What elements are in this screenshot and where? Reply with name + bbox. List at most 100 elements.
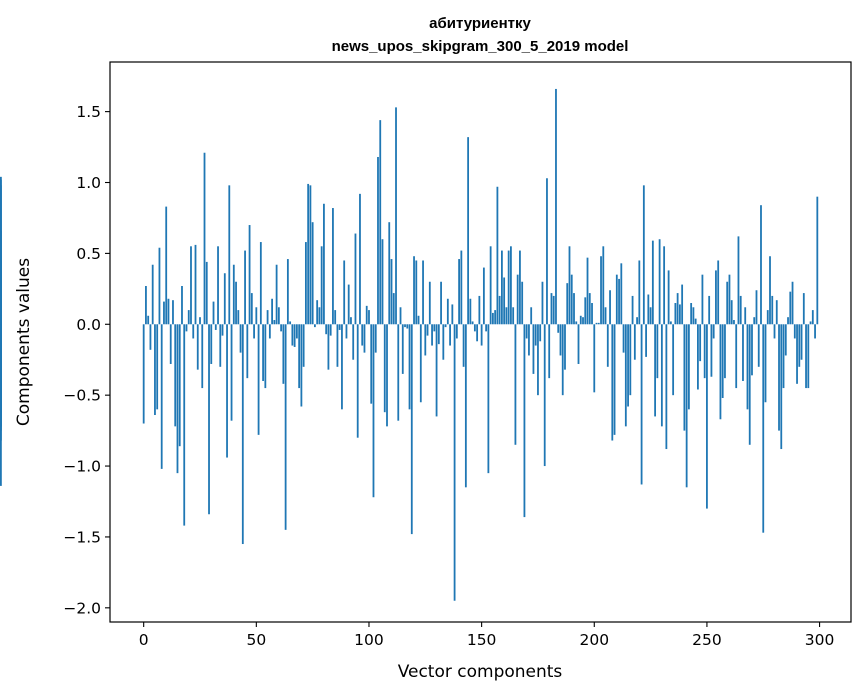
bar-285 — [784, 324, 787, 356]
bar-90 — [345, 324, 348, 339]
y-tick-label: −2.0 — [63, 599, 101, 617]
x-axis-ticks: 0 50 100 150 200 250 300 — [139, 622, 834, 649]
bar-62 — [282, 324, 285, 384]
bar-294 — [805, 324, 807, 389]
bar-258 — [724, 324, 726, 379]
bar-54 — [264, 324, 267, 389]
bar-206 — [606, 324, 609, 367]
bar-280 — [773, 324, 776, 339]
y-tick-label: 0.0 — [76, 316, 101, 334]
bar-81 — [325, 324, 328, 335]
bar-180 — [548, 324, 551, 379]
bar-283 — [780, 324, 783, 450]
bar-188 — [566, 283, 569, 325]
bar-91 — [347, 284, 350, 325]
bar-207 — [609, 290, 611, 325]
bar-205 — [604, 307, 607, 325]
bar-25 — [199, 317, 201, 325]
bar-12 — [169, 324, 172, 364]
bar-53 — [262, 324, 264, 381]
bar-49 — [253, 324, 255, 339]
bar-129 — [433, 324, 436, 332]
bar-246 — [697, 324, 699, 390]
bar-20 — [187, 310, 190, 325]
bar-115 — [401, 324, 404, 374]
bar-202 — [597, 322, 600, 325]
bar-46 — [246, 324, 249, 379]
bar-119 — [410, 324, 413, 535]
bar-279 — [771, 295, 774, 325]
y-axis-ticks: −2.0 −1.5 −1.0 −0.5 0.0 0.5 1.0 1.5 — [63, 103, 110, 617]
bar-152 — [485, 324, 488, 332]
bar-97 — [361, 324, 364, 346]
bar-undefined — [0, 176, 2, 325]
bar-40 — [232, 264, 235, 325]
chart-subtitle: news_upos_skipgram_300_5_2019 model — [332, 38, 629, 55]
bar-256 — [719, 324, 722, 420]
bar-137 — [451, 304, 454, 325]
bar-223 — [645, 324, 647, 357]
bar-226 — [651, 240, 654, 325]
bar-153 — [487, 324, 490, 474]
bar-109 — [388, 222, 391, 325]
x-axis-label: Vector components — [398, 662, 563, 682]
bar-41 — [235, 281, 237, 325]
bar-292 — [800, 324, 803, 360]
bar-106 — [381, 239, 384, 325]
bar-9 — [163, 301, 165, 325]
bar-192 — [575, 321, 578, 325]
bar-68 — [295, 324, 298, 339]
bar-114 — [399, 307, 402, 325]
bar-181 — [550, 293, 553, 325]
bar-143 — [464, 324, 467, 488]
bar-52 — [259, 242, 262, 325]
bar-175 — [537, 324, 539, 396]
bar-275 — [762, 324, 765, 533]
bar-291 — [798, 324, 801, 367]
bar-15 — [176, 324, 179, 474]
bar-132 — [440, 281, 442, 325]
bar-177 — [541, 281, 544, 325]
bar-261 — [730, 300, 733, 325]
bar-83 — [329, 324, 332, 336]
bar-174 — [534, 324, 537, 346]
bar-234 — [669, 321, 672, 325]
bar-197 — [586, 257, 589, 325]
bar-222 — [642, 185, 645, 325]
bar-82 — [327, 324, 330, 370]
bar-148 — [476, 324, 479, 342]
bar-42 — [237, 310, 240, 325]
bar-67 — [293, 324, 296, 347]
bar-164 — [512, 307, 515, 325]
bar-240 — [683, 324, 686, 431]
bar-184 — [557, 324, 560, 333]
bar-254 — [715, 270, 717, 325]
bar-251 — [708, 295, 711, 325]
bar-107 — [383, 324, 386, 413]
y-axis-label: Components values — [14, 258, 34, 426]
bar-75 — [311, 222, 314, 325]
bar-4 — [151, 264, 154, 325]
bar-135 — [446, 298, 449, 325]
bar-70 — [300, 324, 303, 407]
bar-127 — [428, 281, 431, 325]
bar-220 — [638, 260, 641, 325]
bar-260 — [728, 274, 731, 325]
bar-183 — [555, 88, 557, 325]
bar-69 — [298, 324, 301, 389]
bar-136 — [449, 324, 451, 346]
bar-85 — [334, 310, 337, 325]
bar-122 — [417, 315, 420, 325]
bar-139 — [455, 324, 458, 339]
bar-156 — [494, 310, 497, 325]
bar-121 — [415, 260, 418, 325]
bar-19 — [185, 324, 188, 332]
bar-124 — [422, 260, 424, 325]
bar-65 — [289, 321, 292, 325]
bar-245 — [694, 318, 697, 325]
bar-133 — [442, 324, 445, 360]
bar-98 — [363, 324, 366, 353]
bar-239 — [681, 284, 684, 325]
bars-group — [0, 88, 819, 601]
bar-0 — [142, 324, 145, 424]
